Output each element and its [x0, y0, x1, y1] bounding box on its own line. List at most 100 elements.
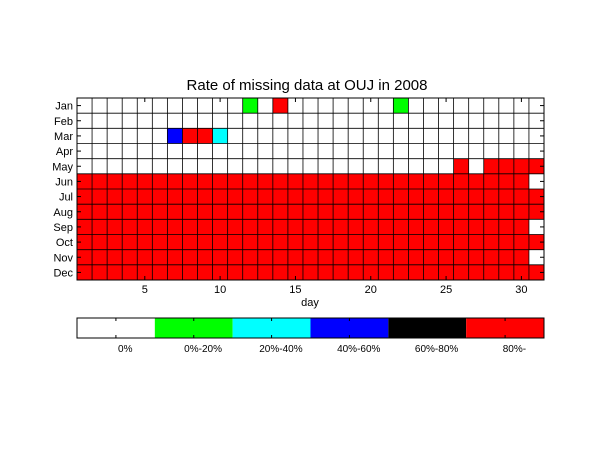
heatmap-cell	[197, 113, 213, 129]
heatmap-cell	[107, 143, 123, 159]
heatmap-cell	[438, 128, 454, 144]
heatmap-cell	[333, 128, 349, 144]
heatmap-cell	[182, 128, 198, 144]
heatmap-cell	[498, 234, 514, 250]
heatmap-cell	[363, 143, 379, 159]
heatmap-cell	[513, 143, 529, 159]
heatmap-cell	[107, 249, 123, 265]
heatmap-cell	[513, 158, 529, 174]
heatmap-cell	[212, 113, 228, 129]
heatmap-cell	[483, 204, 499, 220]
heatmap-cell	[257, 98, 273, 114]
heatmap-cell	[438, 249, 454, 265]
heatmap-cell	[423, 219, 439, 235]
heatmap-cell	[272, 219, 288, 235]
heatmap-cell	[468, 158, 484, 174]
heatmap-cell	[363, 158, 379, 174]
heatmap-cell	[348, 128, 364, 144]
heatmap-cell	[513, 249, 529, 265]
y-tick-label: Nov	[53, 252, 73, 264]
heatmap-cell	[333, 234, 349, 250]
heatmap-cell	[242, 249, 258, 265]
heatmap-cell	[528, 113, 544, 129]
heatmap-cell	[152, 204, 168, 220]
heatmap-cell	[393, 219, 409, 235]
x-tick-label: 25	[440, 284, 452, 296]
heatmap-cell	[197, 219, 213, 235]
heatmap-cell	[333, 158, 349, 174]
heatmap-cell	[152, 234, 168, 250]
heatmap-cell	[408, 204, 424, 220]
heatmap-cell	[393, 173, 409, 189]
heatmap-cell	[122, 219, 138, 235]
heatmap-cell	[363, 173, 379, 189]
heatmap-cell	[197, 234, 213, 250]
heatmap-cell	[408, 113, 424, 129]
colorbar-swatch	[388, 318, 467, 338]
heatmap-cell	[498, 219, 514, 235]
heatmap-cell	[92, 128, 108, 144]
heatmap-cell	[272, 234, 288, 250]
heatmap-cell	[272, 128, 288, 144]
heatmap-cell	[257, 204, 273, 220]
heatmap-cell	[513, 113, 529, 129]
heatmap-cell	[212, 173, 228, 189]
heatmap-cell	[122, 189, 138, 205]
heatmap-cell	[137, 264, 153, 280]
heatmap-cell	[363, 98, 379, 114]
heatmap-cell	[122, 143, 138, 159]
x-axis-ticks: 5 10 15 20 25 30	[142, 98, 528, 296]
x-axis-label: day	[301, 297, 319, 309]
heatmap-cell	[378, 249, 394, 265]
heatmap-cell	[302, 219, 319, 235]
heatmap-cell	[333, 143, 349, 159]
heatmap-cell	[77, 128, 93, 144]
heatmap-cell	[197, 249, 213, 265]
heatmap-cell	[152, 158, 168, 174]
x-tick-label: 20	[365, 284, 377, 296]
heatmap-cell	[483, 98, 499, 114]
heatmap-cell	[468, 143, 484, 159]
heatmap-cell	[287, 173, 303, 189]
heatmap-cell	[287, 113, 303, 129]
heatmap-cell	[212, 234, 228, 250]
heatmap-cell	[302, 234, 319, 250]
heatmap-cell	[513, 234, 529, 250]
heatmap-cell	[333, 204, 349, 220]
heatmap-cell	[393, 264, 409, 280]
y-tick-label: Feb	[54, 116, 73, 128]
heatmap-cell	[272, 113, 288, 129]
heatmap-cell	[438, 158, 454, 174]
heatmap-cell	[287, 143, 303, 159]
heatmap-cell	[167, 128, 183, 144]
x-tick-label: 5	[142, 284, 148, 296]
heatmap-cell	[378, 113, 394, 129]
heatmap-cell	[197, 143, 213, 159]
heatmap-cell	[107, 264, 123, 280]
heatmap-cell	[152, 219, 168, 235]
heatmap-cell	[363, 264, 379, 280]
heatmap-cell	[287, 234, 303, 250]
heatmap-cell	[348, 249, 364, 265]
heatmap-cell	[528, 219, 544, 235]
heatmap-cell	[287, 189, 303, 205]
heatmap-cell	[242, 143, 258, 159]
heatmap-cell	[348, 204, 364, 220]
heatmap-cell	[333, 98, 349, 114]
heatmap-cell	[182, 264, 198, 280]
heatmap-cell	[483, 249, 499, 265]
heatmap-cell	[333, 113, 349, 129]
heatmap-cell	[122, 128, 138, 144]
heatmap-cell	[152, 98, 168, 114]
heatmap-cell	[453, 173, 469, 189]
heatmap-cell	[287, 219, 303, 235]
heatmap-cell	[272, 204, 288, 220]
heatmap-cell	[227, 234, 243, 250]
colorbar-swatch	[466, 318, 544, 338]
heatmap-cell	[227, 143, 243, 159]
heatmap-cell	[167, 219, 183, 235]
heatmap-cell	[423, 234, 439, 250]
heatmap-cell	[498, 98, 514, 114]
chart-title: Rate of missing data at OUJ in 2008	[187, 77, 428, 94]
heatmap-cell	[498, 249, 514, 265]
